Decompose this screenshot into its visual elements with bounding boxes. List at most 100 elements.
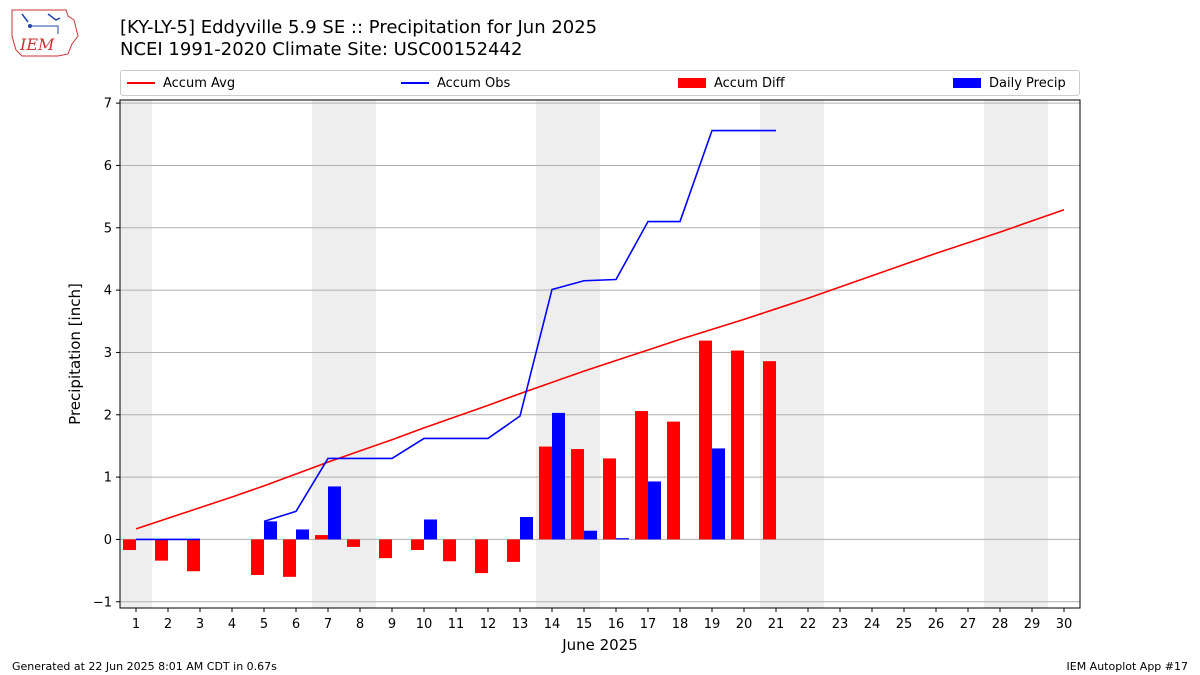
iem-logo: IEM [8, 6, 80, 60]
x-tick-label: 12 [480, 617, 497, 632]
y-tick-label: 4 [104, 284, 112, 299]
x-tick-label: 11 [448, 617, 465, 632]
x-tick-label: 24 [864, 617, 881, 632]
accum-diff-bar [475, 539, 488, 574]
daily-precip-bar [584, 530, 597, 540]
y-axis-label: Precipitation [inch] [66, 283, 84, 425]
x-tick-label: 25 [896, 617, 913, 632]
svg-text:IEM: IEM [19, 35, 55, 54]
accum-diff-bar [507, 539, 520, 562]
weekend-band [312, 100, 376, 608]
accum-diff-bar [347, 539, 360, 547]
legend-label-accum-diff: Accum Diff [714, 75, 785, 91]
daily-precip-bar [328, 486, 341, 540]
accum-diff-bar [155, 539, 168, 561]
legend-swatch-accum-avg [127, 82, 155, 84]
legend-item-accum-avg: Accum Avg [127, 74, 235, 92]
accum-diff-bar [603, 458, 616, 540]
x-tick-label: 14 [544, 617, 561, 632]
x-tick-label: 8 [356, 617, 364, 632]
chart-legend: Accum Avg Accum Obs Accum Diff Daily Pre… [120, 70, 1080, 96]
x-tick-label: 23 [832, 617, 849, 632]
legend-item-daily-precip: Daily Precip [953, 74, 1066, 92]
x-tick-label: 5 [260, 617, 268, 632]
x-tick-label: 4 [228, 617, 236, 632]
legend-label-accum-avg: Accum Avg [163, 75, 236, 91]
y-tick-label: 0 [104, 533, 112, 548]
y-tick-label: 6 [104, 159, 112, 174]
accum-diff-bar [283, 539, 296, 577]
daily-precip-bar [264, 521, 277, 540]
accum-diff-bar [251, 539, 264, 575]
x-tick-label: 10 [416, 617, 433, 632]
accum-diff-bar [187, 539, 200, 572]
x-tick-label: 18 [672, 617, 689, 632]
daily-precip-bar [616, 538, 629, 540]
x-tick-label: 26 [928, 617, 945, 632]
weekend-band [760, 100, 824, 608]
y-tick-label: 1 [104, 471, 112, 486]
daily-precip-bar [520, 516, 533, 540]
legend-swatch-daily-precip [953, 78, 981, 88]
accum-obs-line [263, 129, 776, 523]
x-tick-label: 15 [576, 617, 593, 632]
footer-app-text: IEM Autoplot App #17 [1066, 660, 1189, 673]
accum-diff-bar [411, 539, 424, 551]
accum-diff-bar [379, 539, 392, 559]
x-tick-label: 27 [960, 617, 977, 632]
y-tick-label: 2 [104, 408, 112, 423]
daily-precip-bar [648, 481, 661, 540]
x-tick-label: 22 [800, 617, 817, 632]
y-tick-label: −1 [93, 595, 112, 610]
daily-precip-bar [424, 519, 437, 540]
x-tick-label: 7 [324, 617, 332, 632]
x-tick-label: 9 [388, 617, 396, 632]
x-tick-label: 28 [992, 617, 1009, 632]
y-tick-label: 3 [104, 346, 112, 361]
x-tick-label: 6 [292, 617, 300, 632]
x-tick-label: 3 [196, 617, 204, 632]
daily-precip-bar [712, 448, 725, 540]
daily-precip-bar [552, 412, 565, 540]
accum-diff-bar [539, 446, 552, 540]
accum-diff-bar [699, 340, 712, 540]
x-tick-label: 20 [736, 617, 753, 632]
x-tick-label: 21 [768, 617, 785, 632]
footer-generated-text: Generated at 22 Jun 2025 8:01 AM CDT in … [12, 660, 277, 673]
weekend-band [536, 100, 600, 608]
legend-item-accum-obs: Accum Obs [401, 74, 510, 92]
daily-precip-bar [296, 529, 309, 540]
legend-label-accum-obs: Accum Obs [437, 75, 511, 91]
x-tick-label: 2 [164, 617, 172, 632]
legend-swatch-accum-obs [401, 82, 429, 84]
accum-diff-bar [635, 411, 648, 540]
plot-frame [119, 99, 1081, 609]
accum-avg-line [135, 208, 1065, 530]
accum-diff-bar [123, 539, 136, 551]
y-tick-label: 5 [104, 221, 112, 236]
x-tick-label: 1 [132, 617, 140, 632]
x-tick-label: 29 [1024, 617, 1041, 632]
accum-diff-bar [763, 361, 776, 540]
weekend-band [120, 100, 152, 608]
accum-diff-bar [571, 449, 584, 540]
accum-diff-bar [667, 421, 680, 540]
y-tick-label: 7 [104, 97, 112, 112]
x-tick-label: 16 [608, 617, 625, 632]
chart-subtitle: NCEI 1991-2020 Climate Site: USC00152442 [120, 39, 523, 60]
chart-title: [KY-LY-5] Eddyville 5.9 SE :: Precipitat… [120, 17, 598, 38]
x-tick-label: 13 [512, 617, 529, 632]
accum-diff-bar [443, 539, 456, 562]
accum-diff-bar [315, 535, 328, 540]
x-tick-label: 19 [704, 617, 721, 632]
x-axis-label: June 2025 [561, 636, 638, 654]
legend-item-accum-diff: Accum Diff [678, 74, 785, 92]
accum-diff-bar [731, 350, 744, 540]
x-tick-label: 17 [640, 617, 657, 632]
legend-swatch-accum-diff [678, 78, 706, 88]
weekend-band [984, 100, 1048, 608]
x-tick-label: 30 [1056, 617, 1073, 632]
legend-label-daily-precip: Daily Precip [989, 75, 1066, 91]
